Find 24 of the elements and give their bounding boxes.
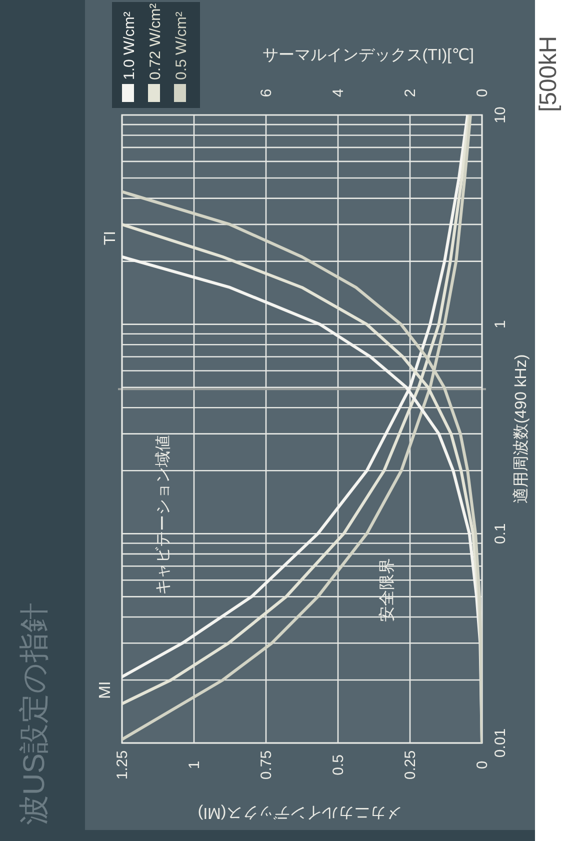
legend: 1.0 W/cm² 0.72 W/cm² 0.5 W/cm² — [112, 2, 200, 108]
text: [500kH — [535, 36, 562, 112]
x2-axis-title: サーマルインデックス(TI)[℃] — [262, 47, 474, 64]
y-tick-label: 0.01 — [492, 728, 509, 758]
x2-tick-label: 6 — [258, 88, 275, 98]
y-axis-title: 適用周波数(490 kHz) — [512, 354, 530, 504]
x-tick-label: 1.25 — [114, 750, 131, 780]
annotation: キャビテーション域値 — [154, 435, 172, 595]
x-tick-label: 0 — [474, 760, 491, 770]
x-tick-label: 1 — [186, 760, 203, 770]
x-tick-label: 0.5 — [330, 754, 347, 776]
text: 波US設定の指針 — [18, 602, 51, 825]
x-tick-label: 0.25 — [402, 750, 419, 780]
x2-tick-label: 4 — [330, 88, 347, 98]
y-tick-label: 1 — [492, 320, 509, 329]
x-axis-title: メカニカルインデックス(MI) — [198, 804, 402, 821]
x2-tick-label: 2 — [402, 88, 419, 98]
x2-tick-label: 0 — [474, 88, 491, 98]
text: TI — [102, 230, 119, 246]
y-tick-label: 0.1 — [492, 523, 509, 544]
y-tick-label: 10 — [492, 106, 509, 124]
text: MI — [97, 681, 114, 699]
annotation: 安全限界 — [378, 558, 396, 622]
x-tick-label: 0.75 — [258, 750, 275, 780]
